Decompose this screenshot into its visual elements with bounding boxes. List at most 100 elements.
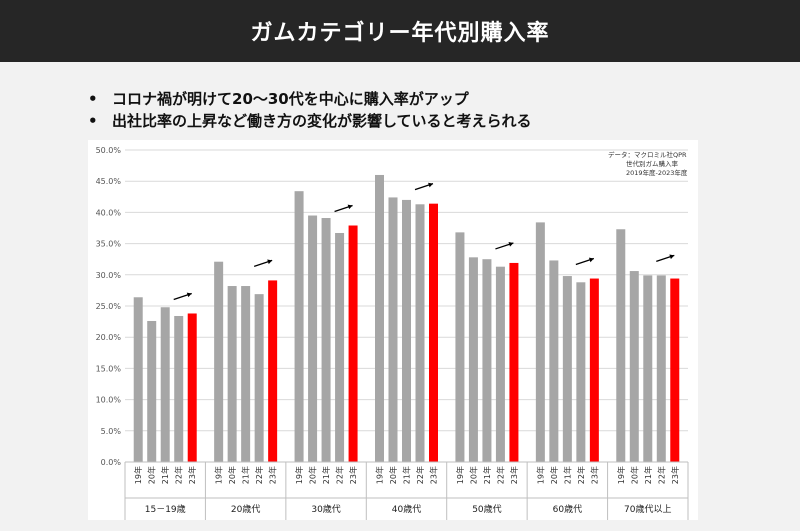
bar xyxy=(482,259,492,462)
bar-label: 23年 xyxy=(268,466,278,484)
source-note-line: 世代別ガム購入率 xyxy=(626,159,679,168)
bullet-text: コロナ禍が明けて20〜30代を中心に購入率がアップ xyxy=(112,90,469,108)
bar-label: 20年 xyxy=(227,466,237,484)
group-label: 50歳代 xyxy=(472,503,501,515)
trend-arrowhead xyxy=(588,257,594,263)
trend-arrowhead xyxy=(669,254,675,260)
bar-label: 23年 xyxy=(589,466,599,484)
bar-label: 22年 xyxy=(576,466,586,484)
bar xyxy=(589,278,599,462)
y-tick-label: 40.0% xyxy=(96,208,122,217)
bar-label: 19年 xyxy=(455,466,465,484)
group-label: 70歳代以上 xyxy=(624,503,671,515)
bar-label: 19年 xyxy=(535,466,545,484)
bar-chart: 0.0% 5.0% 10.0% 15.0% 20.0% 25.0% 30.0% 35.0% 40… xyxy=(96,146,689,520)
trend-arrowhead xyxy=(508,242,514,247)
bar-label: 19年 xyxy=(294,466,304,484)
bar xyxy=(629,271,639,462)
page-title: ガムカテゴリー年代別購入率 xyxy=(250,21,550,46)
y-tick-label: 20.0% xyxy=(96,333,122,342)
bar-label: 22年 xyxy=(495,466,505,484)
bullet-list: • コロナ禍が明けて20〜30代を中心に購入率がアップ • 出社比率の上昇など働き方… xyxy=(88,88,532,132)
bar xyxy=(670,278,680,462)
bullet-item: • コロナ禍が明けて20〜30代を中心に購入率がアップ xyxy=(88,90,469,108)
bar xyxy=(468,257,478,462)
bar xyxy=(549,260,559,462)
bar xyxy=(227,286,237,462)
trend-arrows xyxy=(173,182,675,301)
bar xyxy=(509,262,519,462)
bar-label: 19年 xyxy=(616,466,626,484)
bar-label: 22年 xyxy=(254,466,264,484)
source-note-line: データ：マクロミル社QPR xyxy=(608,150,687,159)
y-tick-label: 45.0% xyxy=(96,177,122,186)
y-tick-label: 50.0% xyxy=(96,146,122,155)
bar-label: 22年 xyxy=(174,466,184,484)
bar xyxy=(214,261,224,462)
bar xyxy=(388,197,398,462)
bar-label: 22年 xyxy=(656,466,666,484)
bar xyxy=(147,320,157,462)
bar xyxy=(321,218,331,462)
y-tick-label: 0.0% xyxy=(101,458,122,467)
bar-label: 21年 xyxy=(160,466,170,484)
bar xyxy=(656,275,666,462)
trend-arrowhead xyxy=(347,204,353,210)
bar-label: 19年 xyxy=(375,466,385,484)
bar-label: 19年 xyxy=(214,466,224,484)
bar-label: 20年 xyxy=(388,466,398,484)
bar xyxy=(308,215,318,462)
group-label: 15－19歳 xyxy=(145,503,186,515)
bar xyxy=(187,313,197,462)
trend-arrowhead xyxy=(186,292,192,298)
bar xyxy=(375,174,384,462)
bar-label: 20年 xyxy=(308,466,318,484)
y-tick-label: 5.0% xyxy=(101,427,122,436)
bar-label: 20年 xyxy=(629,466,639,484)
bar-label: 20年 xyxy=(468,466,478,484)
y-tick-label: 10.0% xyxy=(96,396,122,405)
bar-label: 22年 xyxy=(335,466,345,484)
header-bar: ガムカテゴリー年代別購入率 xyxy=(0,0,800,62)
y-tick-label: 15.0% xyxy=(96,364,122,373)
bar xyxy=(576,282,586,462)
bullet-item: • 出社比率の上昇など働き方の変化が影響していると考えられる xyxy=(88,112,532,130)
y-tick-label: 25.0% xyxy=(96,302,122,311)
bar-label: 23年 xyxy=(670,466,680,484)
bar xyxy=(254,294,264,462)
bar-label: 19年 xyxy=(133,466,143,484)
axis: 0.0% 5.0% 10.0% 15.0% 20.0% 25.0% 30.0% 35.0% 40… xyxy=(96,146,689,520)
bar-label: 23年 xyxy=(187,466,197,484)
group-label: 60歳代 xyxy=(553,503,582,515)
group-label: 30歳代 xyxy=(311,503,340,515)
bar-label: 20年 xyxy=(147,466,157,484)
bar xyxy=(348,225,358,462)
bar xyxy=(335,232,345,462)
bar xyxy=(174,315,184,462)
bars xyxy=(133,174,680,463)
bar xyxy=(415,204,425,462)
bar xyxy=(402,199,411,463)
y-tick-label: 30.0% xyxy=(96,271,122,280)
bar-label: 21年 xyxy=(643,466,653,484)
bar-label: 20年 xyxy=(549,466,559,484)
source-note: データ：マクロミル社QPR 世代別ガム購入率 2019年度-2023年度 xyxy=(608,150,688,177)
bar-label: 21年 xyxy=(402,466,412,484)
bar-label: 21年 xyxy=(482,466,492,484)
bar-label: 22年 xyxy=(415,466,425,484)
bar-label: 23年 xyxy=(348,466,358,484)
bar-label: 23年 xyxy=(509,466,519,484)
bar xyxy=(429,203,438,462)
bar xyxy=(495,266,505,462)
bar-label: 23年 xyxy=(429,466,439,484)
bar-label: 21年 xyxy=(241,466,251,484)
bar-label: 21年 xyxy=(562,466,572,484)
bar xyxy=(455,232,465,462)
group-label: 20歳代 xyxy=(231,503,260,515)
bar xyxy=(133,297,143,462)
bar xyxy=(241,286,251,462)
bar-label: 21年 xyxy=(321,466,331,484)
bullet-text: 出社比率の上昇など働き方の変化が影響していると考えられる xyxy=(112,112,532,130)
trend-arrowhead xyxy=(428,182,433,188)
y-tick-label: 35.0% xyxy=(96,240,122,249)
